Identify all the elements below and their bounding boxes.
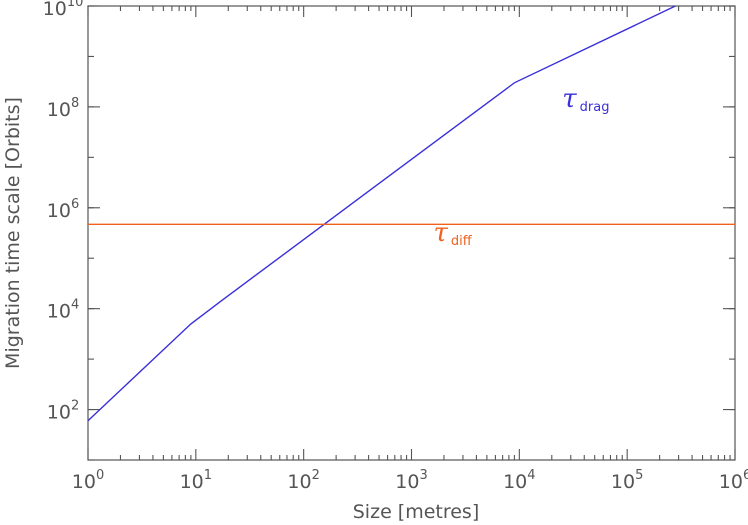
series-label-diff: τ diff [434, 218, 473, 249]
series-line-drag [87, 5, 676, 422]
y-tick-exponent: 4 [71, 298, 79, 313]
x-tick-label: 105 [611, 468, 643, 493]
y-tick-label: 102 [47, 399, 79, 424]
y-tick-base: 10 [47, 200, 71, 222]
x-tick-base: 10 [611, 471, 635, 493]
x-tick-exponent: 0 [96, 468, 104, 483]
y-tick-exponent: 2 [71, 399, 79, 414]
x-tick-label: 103 [395, 468, 427, 493]
x-tick-exponent: 5 [635, 468, 643, 483]
plot-frame [87, 5, 736, 461]
y-tick-base: 10 [43, 0, 67, 20]
y-tick-base: 10 [47, 301, 71, 323]
series-label-symbol: τ [434, 218, 449, 248]
y-tick-label: 104 [47, 298, 79, 323]
x-tick-base: 10 [395, 471, 419, 493]
x-axis-label: Size [metres] [353, 501, 480, 523]
series-label-subscript: drag [580, 100, 610, 115]
x-tick-label: 101 [180, 468, 212, 493]
x-tick-label: 102 [287, 468, 319, 493]
y-tick-label: 106 [47, 197, 79, 222]
y-tick-base: 10 [47, 402, 71, 424]
x-tick-base: 10 [180, 471, 204, 493]
x-tick-exponent: 3 [419, 468, 427, 483]
series-label-drag: τ drag [562, 84, 609, 115]
x-tick-base: 10 [503, 471, 527, 493]
x-tick-exponent: 1 [204, 468, 212, 483]
x-tick-base: 10 [72, 471, 96, 493]
x-tick-base: 10 [719, 471, 743, 493]
x-tick-label: 100 [72, 468, 104, 493]
x-tick-label: 104 [503, 468, 535, 493]
y-tick-exponent: 6 [71, 197, 79, 212]
series-label-subscript: diff [451, 234, 473, 249]
x-tick-base: 10 [287, 471, 311, 493]
y-tick-label: 1010 [43, 0, 84, 20]
series-label-symbol: τ [562, 84, 577, 114]
y-tick-exponent: 8 [71, 96, 79, 111]
x-tick-exponent: 4 [527, 468, 535, 483]
y-tick-label: 108 [47, 96, 79, 121]
y-tick-base: 10 [47, 99, 71, 121]
y-axis-label: Migration time scale [Orbits] [2, 97, 24, 369]
x-tick-exponent: 2 [312, 468, 320, 483]
x-tick-label: 106 [719, 468, 748, 493]
y-tick-exponent: 10 [67, 0, 84, 10]
x-tick-exponent: 6 [743, 468, 748, 483]
